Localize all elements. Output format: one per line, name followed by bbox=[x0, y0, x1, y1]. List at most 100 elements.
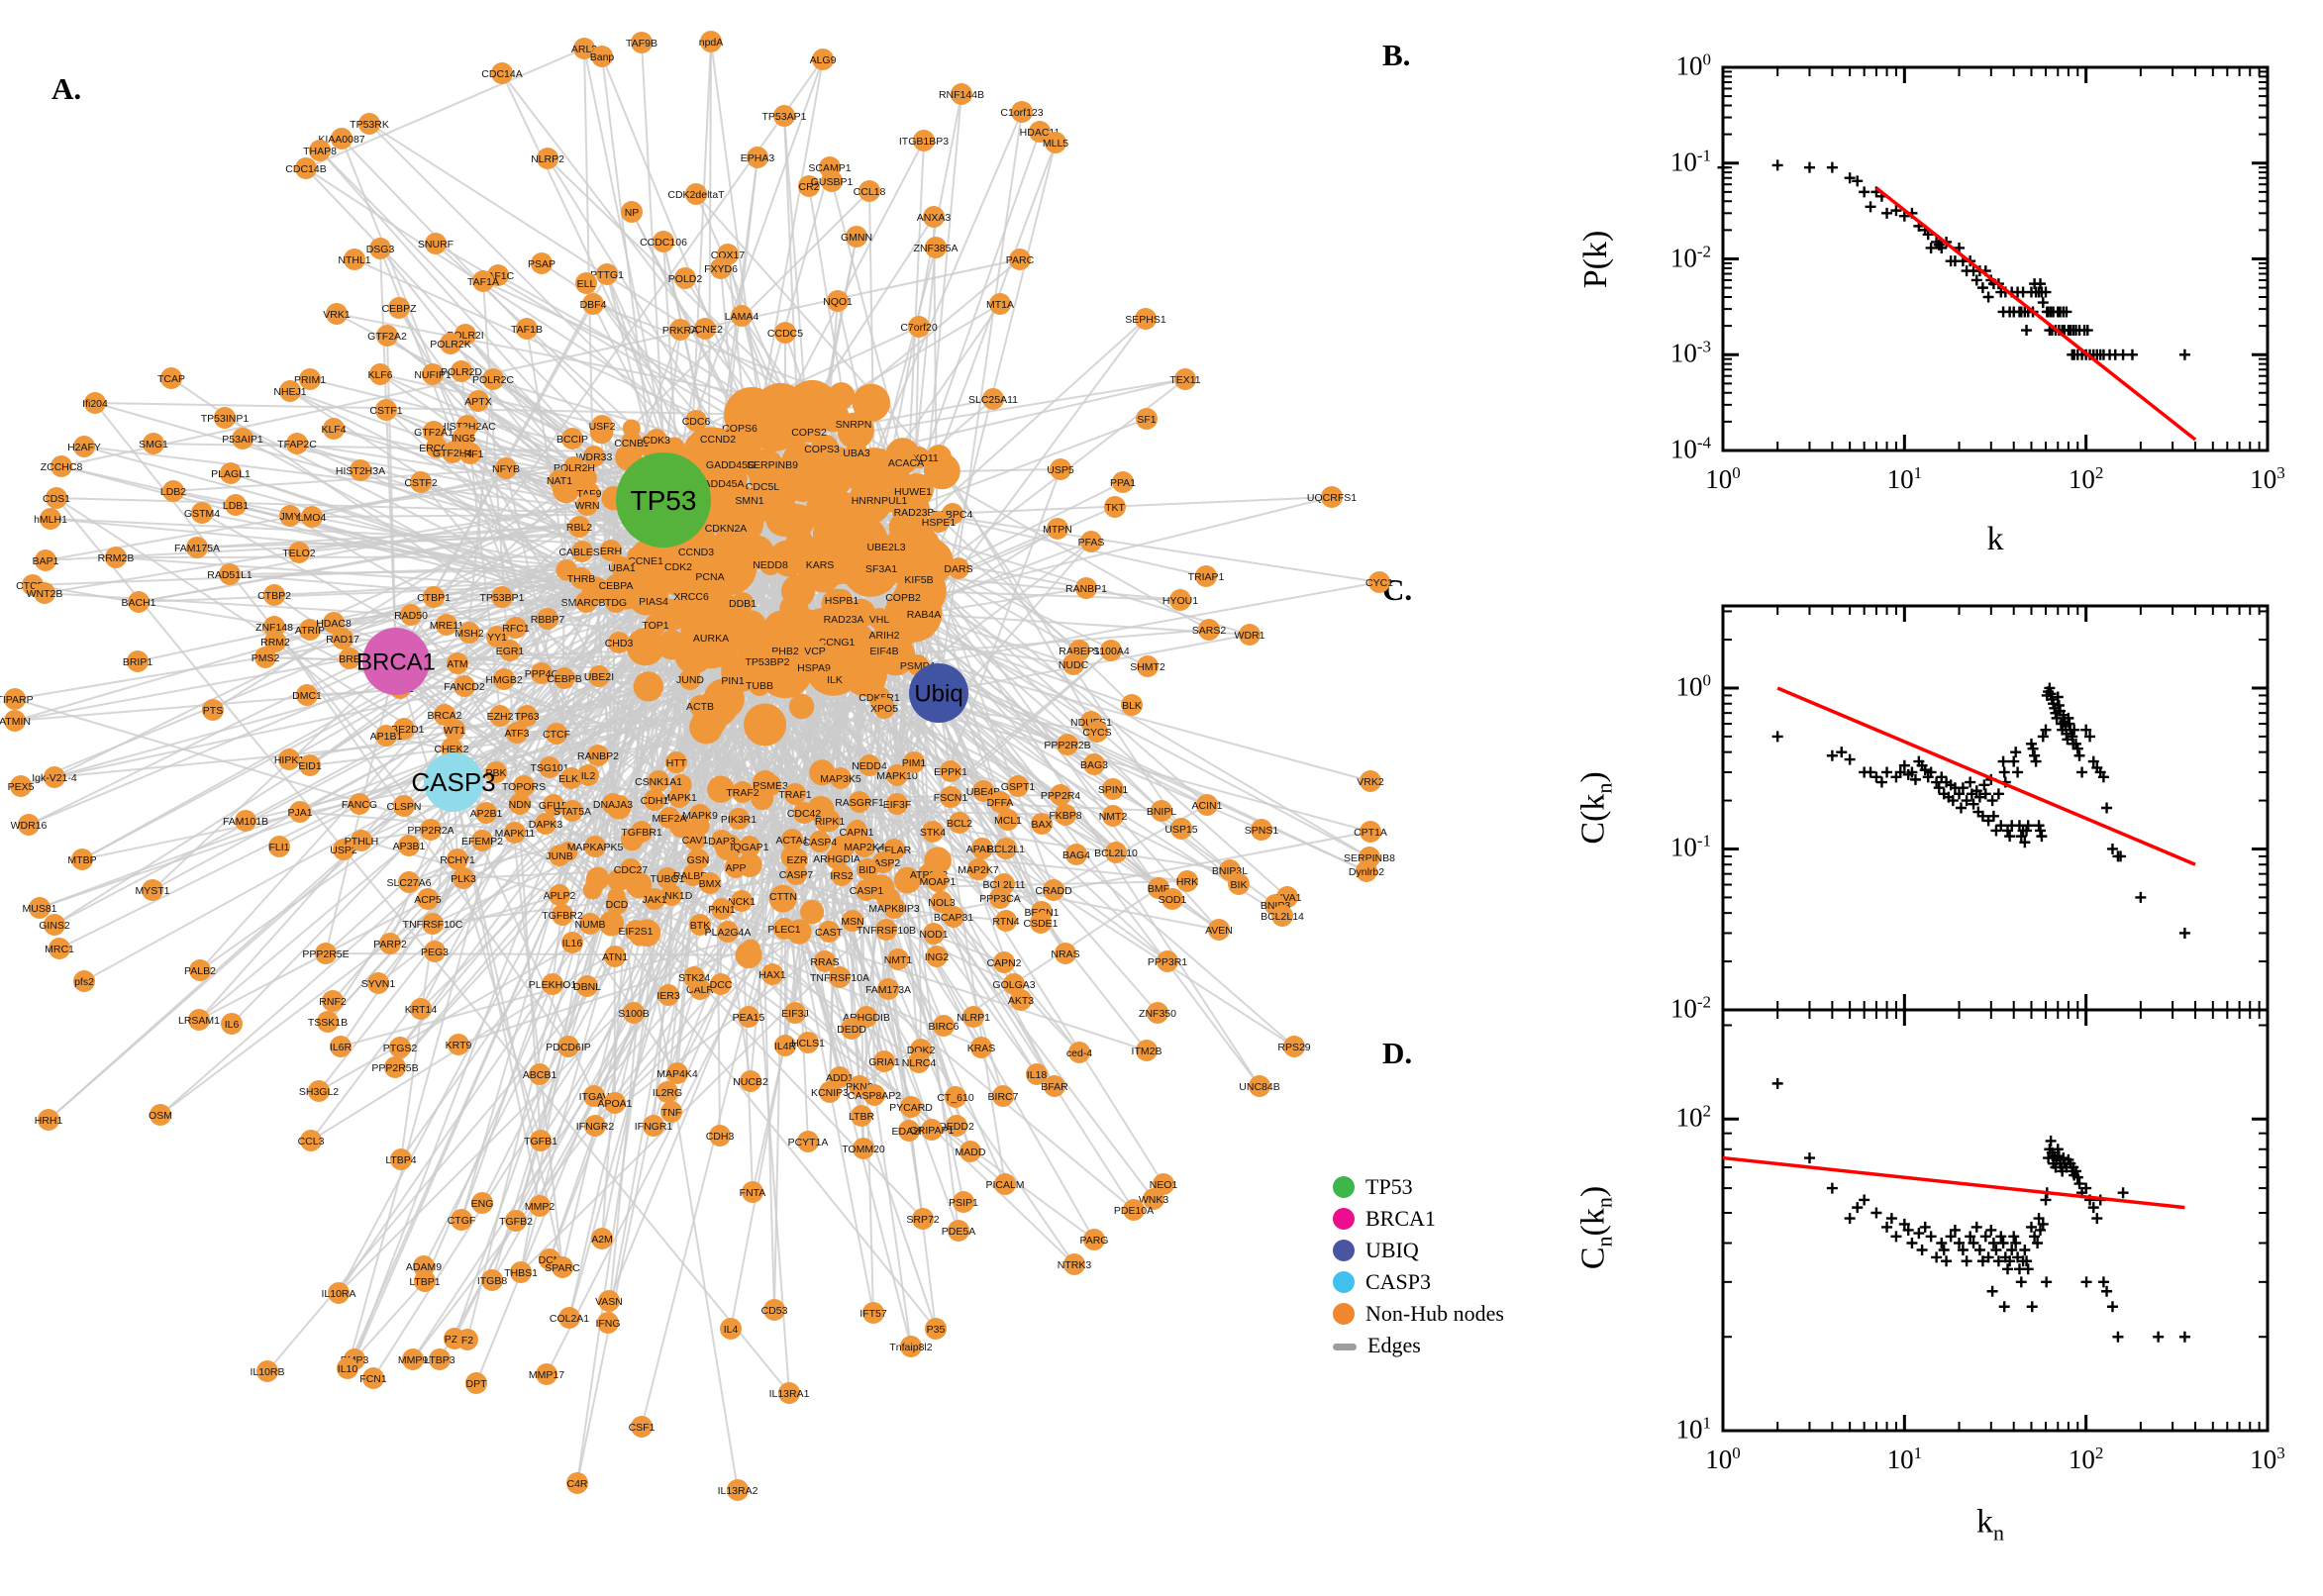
network-edge bbox=[296, 443, 664, 501]
data-point-marker bbox=[2017, 286, 2029, 298]
network-node-label: ATM bbox=[447, 658, 467, 670]
network-node bbox=[337, 1357, 358, 1379]
network-node bbox=[908, 316, 930, 338]
data-point-marker bbox=[2070, 1165, 2081, 1177]
data-point-marker bbox=[1875, 190, 1887, 202]
network-node-label: XPO5 bbox=[870, 703, 898, 715]
network-node-label: P53AIP1 bbox=[222, 434, 263, 446]
data-point-marker bbox=[1933, 782, 1945, 794]
network-node-label: IFNGR1 bbox=[635, 1121, 673, 1133]
network-edge bbox=[354, 537, 670, 1360]
network-node-label: BAG3 bbox=[1080, 759, 1108, 771]
data-point-marker bbox=[2097, 349, 2109, 360]
network-edge bbox=[646, 933, 739, 1491]
data-point-marker bbox=[2080, 1276, 2092, 1288]
network-node-label: BRE bbox=[339, 653, 360, 665]
network-node-label: COPB2 bbox=[885, 592, 921, 604]
network-node bbox=[425, 233, 447, 254]
data-point-marker bbox=[1826, 1182, 1838, 1194]
data-point-marker bbox=[2059, 1157, 2070, 1169]
network-node-label: APOA1 bbox=[597, 1098, 632, 1110]
data-point-marker bbox=[2012, 1251, 2024, 1263]
data-point-marker bbox=[1987, 810, 1999, 822]
network-edge bbox=[938, 692, 1182, 830]
network-node-label: HIPK1 bbox=[274, 754, 305, 766]
network-node bbox=[221, 1013, 243, 1035]
network-node-label: BACH1 bbox=[121, 597, 155, 609]
data-point-marker bbox=[2061, 306, 2072, 318]
network-node-label: FSCN1 bbox=[934, 792, 968, 804]
network-node bbox=[798, 175, 820, 197]
data-point-marker bbox=[2058, 306, 2070, 318]
data-point-marker bbox=[2019, 306, 2031, 318]
data-point-marker bbox=[2002, 1263, 2013, 1275]
data-point-marker bbox=[1865, 766, 1876, 778]
data-point-marker bbox=[1859, 1194, 1870, 1206]
network-node-label: NOD1 bbox=[919, 929, 948, 941]
network-node bbox=[268, 836, 290, 857]
data-point-marker bbox=[2043, 1152, 2055, 1164]
data-point-marker bbox=[1978, 779, 1990, 791]
network-node-label: S100A4 bbox=[1092, 646, 1130, 657]
network-node-label: Banp bbox=[590, 51, 615, 63]
network-node bbox=[1162, 888, 1183, 910]
network-node-label: TUBB bbox=[746, 680, 773, 692]
data-point-marker bbox=[2041, 1187, 2053, 1199]
data-point-marker bbox=[1938, 788, 1950, 800]
network-node-label: DSG3 bbox=[366, 244, 395, 255]
network-node bbox=[447, 652, 468, 674]
network-edge bbox=[811, 406, 1210, 631]
data-point-marker bbox=[1925, 766, 1937, 778]
network-node bbox=[220, 462, 242, 484]
data-point-marker bbox=[2019, 1245, 2031, 1256]
network-node-label: TP53BP2 bbox=[746, 656, 790, 668]
data-point-marker bbox=[2029, 749, 2041, 761]
network-node bbox=[631, 1416, 653, 1438]
network-node-label: CTGF bbox=[448, 1215, 476, 1227]
data-point-marker bbox=[1970, 274, 1982, 286]
network-node bbox=[322, 990, 344, 1012]
network-node-label: WNT2B bbox=[27, 588, 63, 600]
data-point-marker bbox=[2037, 1218, 2049, 1230]
network-node-label: BAP1 bbox=[33, 555, 59, 567]
data-point-marker bbox=[1941, 236, 1953, 248]
data-point-marker bbox=[1913, 220, 1925, 232]
network-node-label: CTCF bbox=[543, 729, 570, 741]
network-node bbox=[620, 858, 642, 880]
network-node-label: PLAGL1 bbox=[211, 468, 251, 480]
network-node-label: TRAF2 bbox=[726, 787, 758, 799]
data-point-marker bbox=[1955, 802, 1967, 814]
data-point-marker bbox=[2071, 743, 2083, 754]
network-node bbox=[1044, 1075, 1065, 1097]
network-node-label: WDR1 bbox=[1235, 630, 1265, 642]
data-point-marker bbox=[1997, 1238, 2009, 1248]
legend-item-brca1: BRCA1 bbox=[1333, 1203, 1504, 1235]
network-node-label: RTN4 bbox=[992, 916, 1019, 928]
data-point-marker bbox=[1870, 771, 1882, 783]
network-node bbox=[831, 864, 853, 886]
network-node-label: CSDE1 bbox=[1023, 918, 1058, 930]
network-node-label: BRF1 bbox=[457, 449, 484, 460]
network-node-label: NMT2 bbox=[1099, 811, 1128, 823]
network-node bbox=[225, 494, 247, 516]
network-node bbox=[323, 418, 345, 440]
network-node-label: PLA2G4A bbox=[705, 927, 752, 939]
network-node bbox=[458, 622, 480, 644]
network-node-label: MCL1 bbox=[994, 815, 1022, 827]
network-edge bbox=[832, 667, 864, 1149]
network-node-label: TSSK1B bbox=[308, 1017, 348, 1029]
network-node bbox=[296, 684, 318, 706]
network-node bbox=[471, 1192, 493, 1214]
data-point-marker bbox=[1844, 1213, 1856, 1225]
data-point-marker bbox=[2008, 755, 2020, 767]
data-point-marker bbox=[2106, 1301, 2118, 1313]
data-point-marker bbox=[2045, 306, 2057, 318]
legend-item-ubiq: UBIQ bbox=[1333, 1235, 1504, 1266]
network-node-label: OSM bbox=[149, 1110, 172, 1122]
data-point-marker bbox=[1936, 771, 1948, 783]
network-node bbox=[814, 950, 836, 972]
data-point-marker bbox=[1881, 766, 1893, 778]
data-point-marker bbox=[2026, 1301, 2038, 1313]
network-node-label: RRM2B bbox=[98, 552, 135, 564]
